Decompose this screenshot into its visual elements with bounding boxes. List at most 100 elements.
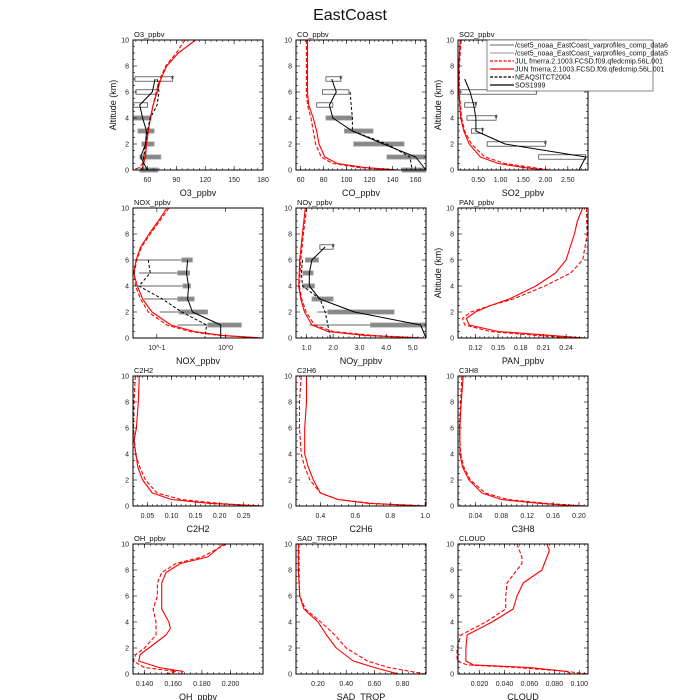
x-tick-label: 0.18 (514, 345, 528, 352)
y-tick-label: 2 (125, 646, 129, 653)
y-tick-label: 8 (125, 568, 129, 575)
x-tick-label: 4.0 (381, 345, 391, 352)
x-tick-label: 2.00 (539, 177, 553, 184)
x-axis-label: NOX_ppbv (176, 356, 221, 366)
y-tick-label: 4 (450, 620, 454, 627)
y-tick-label: 2 (125, 142, 129, 149)
panel-title: CO_ppbv (297, 30, 329, 39)
obs-range-bar (139, 154, 162, 160)
obs-asterisk-marker: * (535, 87, 539, 97)
series-neaqsitct2004 (349, 91, 413, 171)
y-tick-label: 8 (450, 400, 454, 407)
x-axis-label: SAD_TROP (337, 692, 386, 700)
plot-frame (457, 207, 589, 339)
panel-title: PAN_ppbv (459, 198, 495, 207)
obs-range-bar (177, 270, 190, 276)
y-tick-label: 6 (450, 90, 454, 97)
y-tick-label: 4 (288, 284, 292, 291)
x-axis-label: CLOUD (507, 692, 539, 700)
obs-asterisk-marker: * (481, 126, 485, 136)
x-tick-label: 0.25 (237, 513, 251, 520)
x-tick-label: 90 (172, 177, 180, 184)
y-tick-label: 2 (450, 478, 454, 485)
y-tick-label: 10 (284, 374, 292, 381)
panel-c2h6: 0 2 4 6 8 10 0.4 0.6 0.8 1.0 C2H6 C2H6 (284, 366, 430, 534)
obs-range-bar (135, 89, 158, 95)
obs-asterisk-marker: * (171, 74, 175, 84)
y-tick-label: 4 (125, 116, 129, 123)
series-jun (142, 39, 196, 170)
obs-range-bar (207, 322, 242, 328)
y-tick-label: 10 (446, 542, 454, 549)
y-tick-label: 8 (450, 64, 454, 71)
series-jun (133, 207, 263, 339)
panel-title: SO2_ppbv (459, 30, 495, 39)
panel-sad-trop: 0 2 4 6 8 10 0.20 0.40 0.60 0.80 SAD_TROP SAD_TROP (284, 534, 427, 700)
panel-pan-ppbv: 0 2 4 6 8 10 0.12 0.15 0.18 0.21 0.24 PAN_ppbv PAN_p… (433, 198, 589, 366)
panel-noy-ppbv: * 0 2 4 6 8 10 1.0 2.0 3.0 4.0 5.0 NOy_ppbv NOy_ppbv (284, 198, 427, 366)
x-tick-label: 0.8 (385, 513, 395, 520)
y-tick-label: 8 (125, 232, 129, 239)
series-neaqsitct2004 (142, 78, 160, 171)
y-tick-label: 2 (125, 310, 129, 317)
y-tick-label: 10 (121, 38, 129, 45)
panel-title: SAD_TROP (297, 534, 337, 543)
x-tick-label: 120 (199, 177, 211, 184)
x-tick-label: 0.6 (350, 513, 360, 520)
legend-label: JUL fmerra.2.1003.FCSD.f09.qfedcmip.56L.… (515, 59, 663, 66)
y-tick-label: 8 (288, 568, 292, 575)
legend-box (486, 39, 654, 92)
x-tick-label: 0.080 (546, 681, 564, 688)
series-jul (298, 207, 424, 339)
y-tick-label: 6 (125, 426, 129, 433)
y-tick-label: 2 (450, 142, 454, 149)
x-axis-label: C2H6 (349, 524, 372, 534)
x-tick-label: 1.0 (420, 513, 430, 520)
legend-label: NEAQSITCT2004 (515, 75, 571, 82)
panel-title: C3H8 (459, 366, 478, 375)
obs-range-bar (327, 309, 395, 315)
series-jun (459, 375, 579, 507)
x-tick-label: 0.140 (136, 681, 154, 688)
series-jun (297, 544, 399, 675)
y-tick-label: 6 (125, 90, 129, 97)
y-tick-label: 6 (125, 594, 129, 601)
y-axis-label: Altitude (km) (108, 80, 118, 131)
obs-range-bar (316, 102, 334, 108)
y-tick-label: 8 (450, 568, 454, 575)
y-tick-label: 4 (288, 452, 292, 459)
x-tick-label: 0.10 (165, 513, 179, 520)
y-tick-label: 6 (450, 594, 454, 601)
plot-frame (295, 39, 427, 171)
x-tick-label: 10^0 (218, 345, 233, 352)
panel-nox-ppbv: 0 2 4 6 8 10 10^-1 10^0 NOX_ppbv NOX_ppbv (121, 198, 264, 366)
panel-title: O3_ppbv (134, 30, 165, 39)
y-tick-label: 0 (125, 336, 129, 343)
obs-asterisk-marker: * (339, 74, 343, 84)
panel-title: C2H2 (134, 366, 153, 375)
y-axis-label: Altitude (km) (433, 80, 443, 131)
y-tick-label: 10 (446, 38, 454, 45)
x-tick-label: 0.20 (572, 513, 586, 520)
series-jul (461, 207, 588, 339)
series-sos1999 (139, 78, 156, 171)
x-tick-label: 3.0 (355, 345, 365, 352)
x-tick-label: 0.15 (189, 513, 203, 520)
y-tick-label: 10 (284, 38, 292, 45)
series-jun (465, 207, 586, 339)
series-jul (132, 375, 259, 507)
y-tick-label: 8 (288, 64, 292, 71)
y-tick-label: 6 (288, 426, 292, 433)
x-tick-label: 0.40 (339, 681, 353, 688)
series-jul (458, 375, 586, 507)
obs-range-bar (464, 102, 477, 108)
y-tick-label: 4 (450, 116, 454, 123)
y-tick-label: 6 (450, 258, 454, 265)
obs-range-bar (141, 141, 155, 147)
series-jul (132, 543, 227, 675)
obs-range-bar (325, 115, 353, 121)
x-axis-label: NOy_ppbv (340, 356, 383, 366)
x-tick-label: 0.16 (546, 513, 560, 520)
plot-frame (132, 543, 264, 675)
